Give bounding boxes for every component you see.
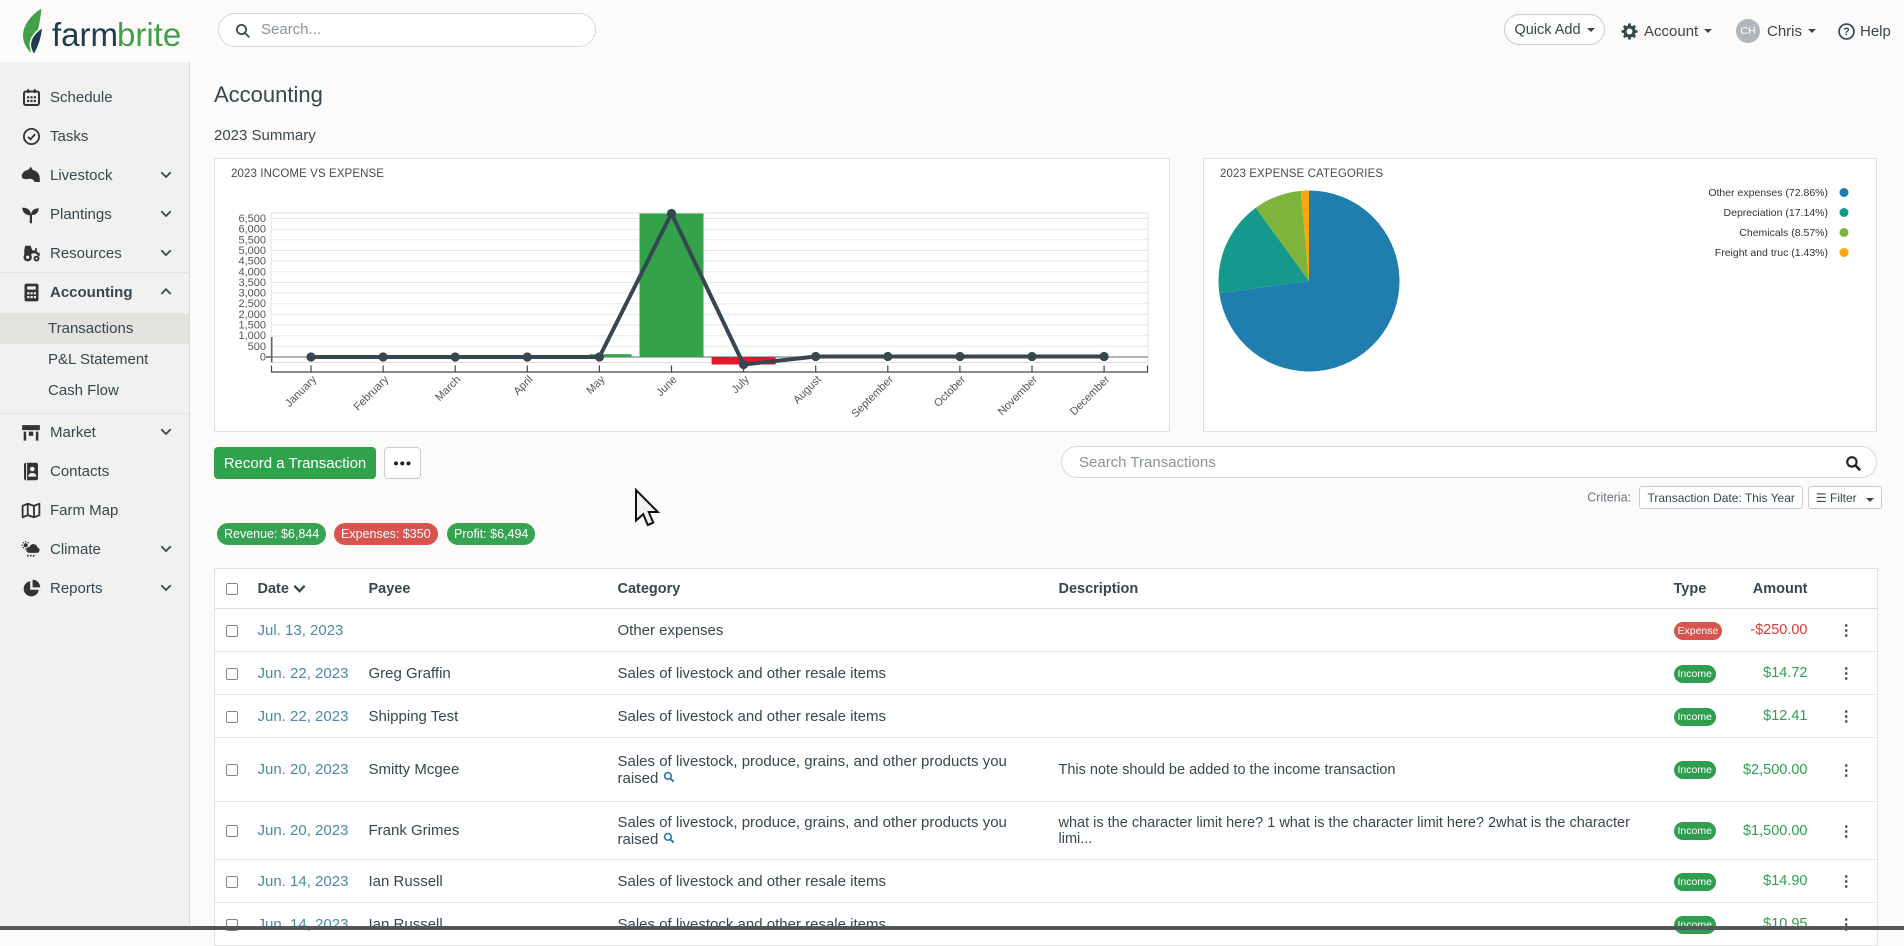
svg-text:December: December — [1068, 373, 1113, 418]
svg-text:0: 0 — [260, 352, 266, 364]
svg-text:March: March — [433, 374, 463, 404]
svg-text:6,000: 6,000 — [238, 224, 266, 236]
svg-text:August: August — [791, 374, 824, 407]
svg-text:500: 500 — [248, 341, 266, 353]
svg-text:?: ? — [1843, 26, 1849, 38]
svg-text:4,500: 4,500 — [238, 256, 266, 268]
svg-text:May: May — [584, 373, 608, 397]
svg-text:3,000: 3,000 — [238, 288, 266, 300]
svg-text:Freight and truc (1.43%): Freight and truc (1.43%) — [1715, 247, 1828, 259]
svg-text:2,500: 2,500 — [238, 298, 266, 310]
svg-text:Other expenses (72.86%): Other expenses (72.86%) — [1708, 187, 1828, 199]
svg-text:June: June — [654, 374, 679, 399]
svg-text:4,000: 4,000 — [238, 266, 266, 278]
svg-text:5,500: 5,500 — [238, 234, 266, 246]
svg-text:November: November — [996, 373, 1041, 418]
svg-text:February: February — [352, 373, 392, 413]
svg-text:3,500: 3,500 — [238, 277, 266, 289]
svg-text:April: April — [511, 374, 535, 398]
svg-text:Depreciation (17.14%): Depreciation (17.14%) — [1724, 207, 1828, 219]
svg-text:2,000: 2,000 — [238, 309, 266, 321]
svg-text:1,000: 1,000 — [238, 330, 266, 342]
svg-text:1,500: 1,500 — [238, 320, 266, 332]
svg-text:6,500: 6,500 — [238, 213, 266, 225]
svg-text:January: January — [283, 373, 320, 410]
svg-text:Chemicals (8.57%): Chemicals (8.57%) — [1739, 227, 1828, 239]
svg-text:farmbrite: farmbrite — [52, 16, 181, 53]
svg-text:September: September — [849, 373, 896, 420]
svg-text:October: October — [932, 373, 968, 409]
svg-text:5,000: 5,000 — [238, 245, 266, 257]
svg-text:July: July — [729, 373, 752, 396]
